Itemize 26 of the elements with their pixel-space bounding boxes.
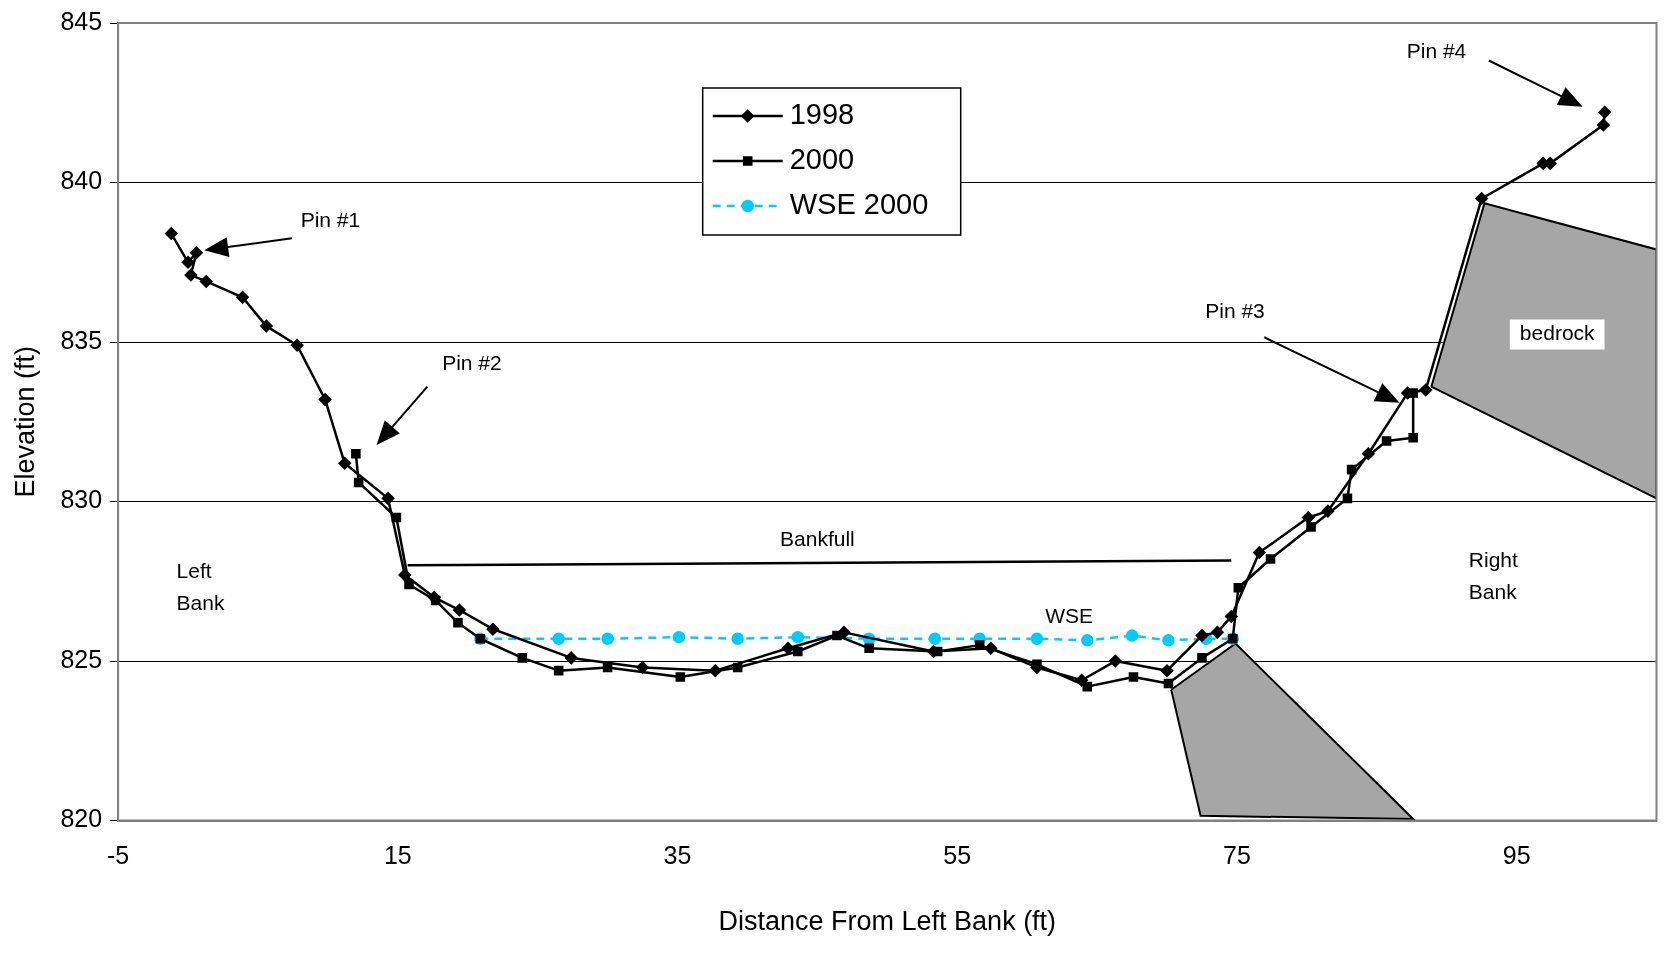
- y-tick-label: 845: [60, 6, 103, 35]
- x-tick-label: 55: [943, 841, 972, 870]
- y-tick-label: 820: [60, 804, 103, 833]
- x-tick-label: 35: [663, 841, 692, 870]
- y-axis-title: Elevation (ft): [9, 346, 40, 498]
- y-tick-label: 840: [60, 166, 103, 195]
- x-tick-label: -5: [106, 841, 130, 870]
- y-tick-label: 835: [60, 325, 103, 354]
- legend-label: WSE 2000: [789, 188, 929, 220]
- x-axis-title: Distance From Left Bank (ft): [718, 906, 1057, 937]
- annotation: WSE: [1045, 603, 1094, 627]
- x-tick-label: 95: [1502, 841, 1531, 870]
- annotation: Pin #2: [442, 351, 502, 375]
- y-tick-label: 825: [60, 644, 103, 673]
- legend-label: 1998: [789, 98, 855, 130]
- annotation: Pin #3: [1205, 299, 1265, 323]
- legend-label: 2000: [789, 143, 855, 175]
- annotation: Left Bank: [176, 558, 225, 614]
- annotation: Pin #4: [1406, 38, 1467, 62]
- annotation: Bankfull: [780, 526, 855, 550]
- x-tick-label: 75: [1223, 841, 1251, 870]
- annotation: Pin #1: [300, 208, 361, 232]
- series-label: bedrock: [1519, 321, 1596, 345]
- x-tick-label: 15: [383, 841, 412, 870]
- annotation: Right Bank: [1468, 548, 1519, 604]
- y-tick-label: 830: [60, 485, 103, 514]
